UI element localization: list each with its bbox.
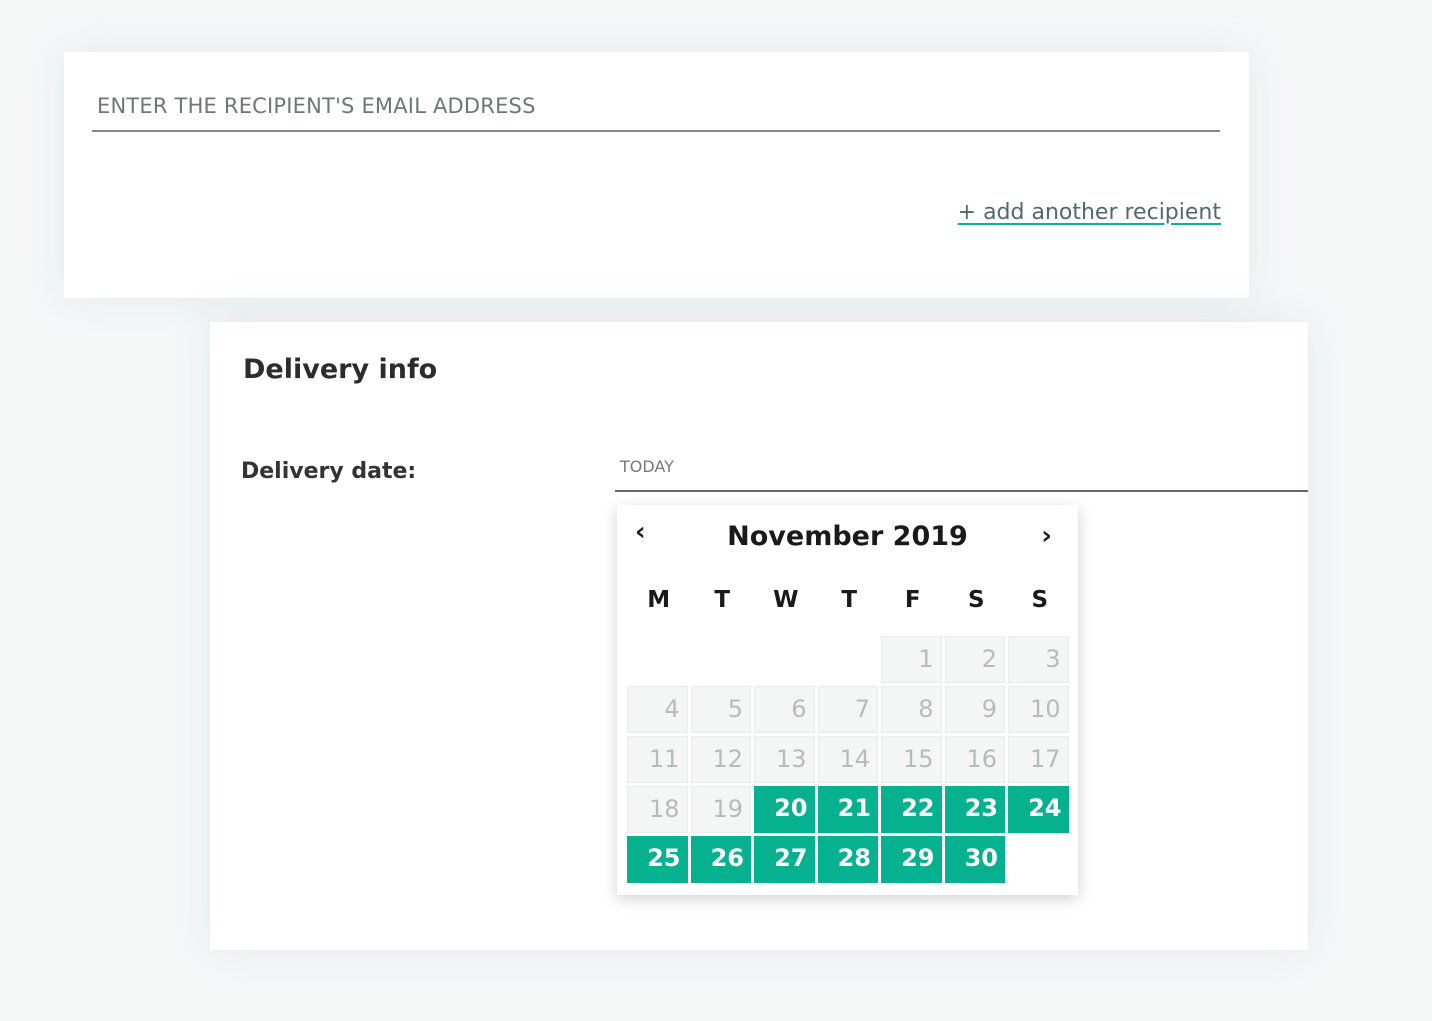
- day-cell-disabled: 6: [754, 686, 815, 733]
- day-cell-disabled: 18: [627, 786, 688, 833]
- empty-day-cell: [691, 636, 752, 683]
- day-cell-available[interactable]: 24: [1008, 786, 1069, 833]
- add-another-recipient-link[interactable]: + add another recipient: [957, 200, 1221, 225]
- day-cell-disabled: 9: [944, 686, 1005, 733]
- chevron-right-icon[interactable]: ›: [1041, 521, 1052, 551]
- day-cell-disabled: 8: [881, 686, 942, 733]
- day-cell-disabled: 19: [690, 786, 751, 833]
- weekday-label: T: [714, 587, 731, 613]
- day-cell-disabled: 7: [817, 686, 878, 733]
- delivery-date-input[interactable]: [615, 442, 1308, 492]
- weekday-label: M: [647, 587, 671, 613]
- day-cell-available[interactable]: 25: [627, 836, 688, 883]
- weekday-label: W: [773, 587, 799, 613]
- chevron-left-icon[interactable]: ‹: [635, 517, 646, 547]
- calendar-day-grid: 1 2 3 4 5 6 7 8 9 10 11 12 13 14 15 16 17 18 19 20 21 22 23 24 2…: [627, 636, 1069, 883]
- day-cell-available[interactable]: 20: [754, 786, 815, 833]
- delivery-date-label: Delivery date:: [241, 459, 417, 484]
- day-cell-disabled: 4: [627, 686, 688, 733]
- day-cell-disabled: 17: [1008, 736, 1069, 783]
- day-cell-disabled: 16: [944, 736, 1005, 783]
- day-cell-available[interactable]: 30: [944, 836, 1005, 883]
- day-cell-disabled: 11: [627, 736, 688, 783]
- day-cell-disabled: 13: [754, 736, 815, 783]
- day-cell-available[interactable]: 27: [754, 836, 815, 883]
- weekday-label: F: [904, 587, 921, 613]
- day-cell-disabled: 14: [817, 736, 878, 783]
- day-cell-disabled: 15: [881, 736, 942, 783]
- weekday-label: S: [967, 587, 985, 613]
- day-cell-available[interactable]: 22: [881, 786, 942, 833]
- day-cell-disabled: 2: [944, 636, 1005, 683]
- weekday-label: S: [1031, 587, 1049, 613]
- empty-day-cell: [754, 636, 815, 683]
- recipient-email-input[interactable]: [92, 82, 1220, 132]
- day-cell-available[interactable]: 28: [817, 836, 878, 883]
- calendar-month-label: November 2019: [727, 521, 968, 552]
- empty-day-cell: [627, 636, 688, 683]
- day-cell-available[interactable]: 21: [817, 786, 878, 833]
- day-cell-disabled: 5: [690, 686, 751, 733]
- weekday-label: T: [841, 587, 858, 613]
- day-cell-disabled: 1: [881, 636, 942, 683]
- day-cell-available[interactable]: 29: [881, 836, 942, 883]
- recipient-card: + add another recipient: [64, 52, 1249, 298]
- day-cell-available[interactable]: 26: [690, 836, 751, 883]
- day-cell-available[interactable]: 23: [944, 786, 1005, 833]
- empty-day-cell: [818, 636, 879, 683]
- day-cell-disabled: 3: [1008, 636, 1069, 683]
- day-cell-disabled: 12: [690, 736, 751, 783]
- delivery-info-heading: Delivery info: [243, 354, 438, 385]
- day-cell-disabled: 10: [1008, 686, 1069, 733]
